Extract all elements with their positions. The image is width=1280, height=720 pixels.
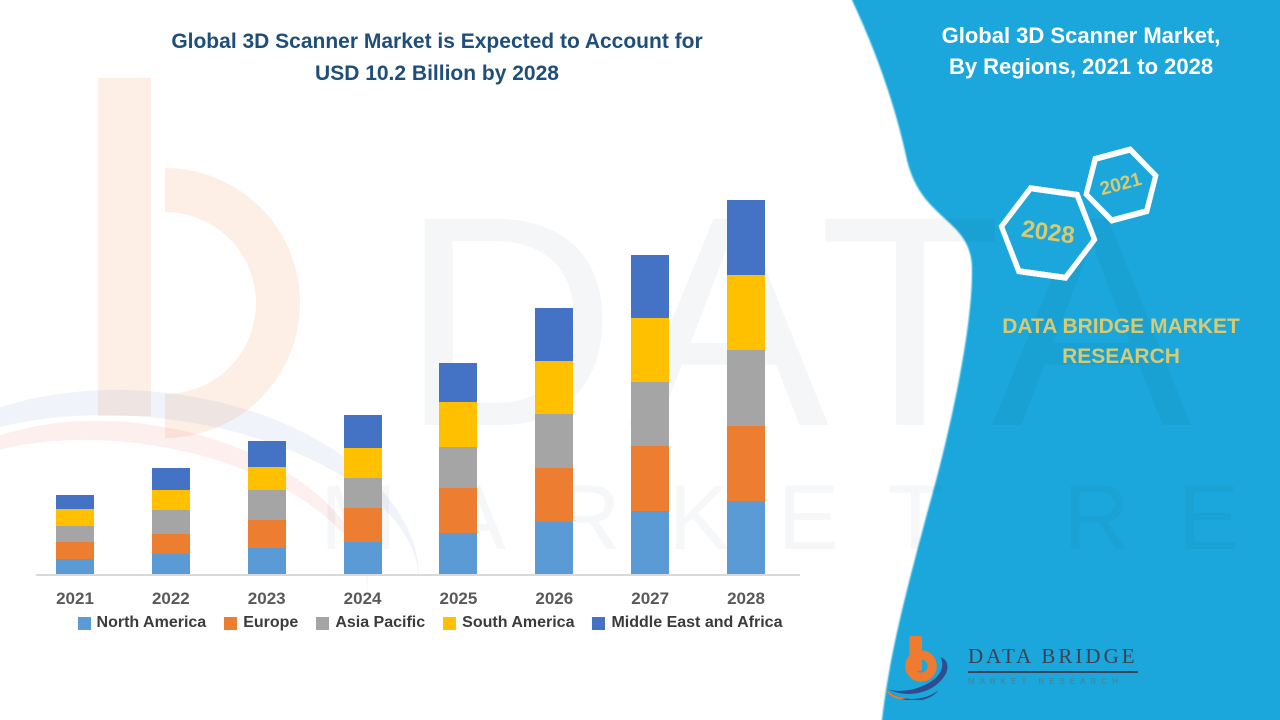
- legend-item-middle-east-and-africa: Middle East and Africa: [592, 614, 782, 632]
- bar-2023-north-america: [247, 547, 286, 574]
- bar-2025-europe: [439, 487, 478, 533]
- legend-swatch: [77, 616, 91, 630]
- legend-swatch: [592, 616, 606, 630]
- legend-item-europe: Europe: [224, 614, 298, 632]
- bar-2026-north-america: [535, 522, 574, 574]
- legend-label: North America: [96, 614, 207, 631]
- bar-2023-middle-east-and-africa: [247, 440, 286, 468]
- bar-2028-europe: [727, 425, 766, 501]
- bar-2023-south-america: [247, 467, 286, 490]
- x-axis-label-2023: 2023: [247, 589, 286, 608]
- chart-legend: North America Europe Asia Pacific South Ame…: [0, 614, 860, 632]
- chart-title-line1: Global 3D Scanner Market is Expected to …: [171, 30, 703, 53]
- bar-2021-asia-pacific: [56, 525, 94, 543]
- legend-item-asia-pacific: Asia Pacific: [316, 614, 425, 632]
- legend-label: Middle East and Africa: [611, 614, 783, 631]
- x-axis-label-2025: 2025: [439, 589, 478, 608]
- bar-2022-middle-east-and-africa: [151, 468, 190, 490]
- legend-label: South America: [462, 614, 575, 631]
- bar-2025-middle-east-and-africa: [439, 362, 478, 402]
- bar-2021-middle-east-and-africa: [56, 494, 94, 510]
- chart-title: Global 3D Scanner Market is Expected to …: [107, 26, 767, 90]
- legend-label: Asia Pacific: [335, 614, 426, 631]
- x-axis-label-2027: 2027: [631, 589, 670, 608]
- bar-2023-europe: [247, 519, 286, 548]
- bar-2021-europe: [56, 542, 94, 559]
- bar-2024-europe: [343, 508, 382, 543]
- bar-2024-north-america: [343, 542, 382, 574]
- bar-2026-europe: [535, 468, 574, 523]
- bar-2021-south-america: [56, 509, 94, 526]
- bar-2022-south-america: [151, 489, 190, 511]
- x-axis-label-2024: 2024: [343, 589, 382, 608]
- bar-2026-middle-east-and-africa: [535, 307, 574, 362]
- bar-2022-north-america: [151, 553, 190, 574]
- bar-2027-europe: [631, 446, 670, 512]
- bar-2027-asia-pacific: [631, 382, 670, 447]
- bar-2024-middle-east-and-africa: [343, 414, 382, 448]
- bar-2023-asia-pacific: [247, 489, 286, 520]
- x-axis-label-2022: 2022: [151, 589, 190, 608]
- bar-2022-asia-pacific: [151, 510, 190, 534]
- bar-2025-asia-pacific: [439, 446, 478, 488]
- bar-2026-south-america: [535, 361, 574, 414]
- legend-item-south-america: South America: [443, 614, 574, 632]
- legend-swatch: [224, 616, 238, 630]
- bar-2028-south-america: [727, 274, 766, 351]
- x-axis-label-2026: 2026: [535, 589, 574, 608]
- x-axis-line: [36, 574, 800, 576]
- legend-item-north-america: North America: [77, 614, 207, 632]
- bar-2022-europe: [151, 533, 190, 554]
- x-axis-label-2028: 2028: [727, 589, 765, 608]
- legend-swatch: [316, 616, 330, 630]
- bar-2021-north-america: [56, 558, 94, 574]
- bar-2025-north-america: [439, 532, 478, 574]
- bar-2028-north-america: [727, 500, 766, 574]
- bar-2028-asia-pacific: [727, 350, 766, 426]
- x-axis-label-2021: 2021: [56, 589, 94, 608]
- bar-2028-middle-east-and-africa: [727, 199, 766, 275]
- chart-title-line2: USD 10.2 Billion by 2028: [315, 62, 559, 85]
- bar-2027-middle-east-and-africa: [631, 255, 670, 318]
- bar-2026-asia-pacific: [535, 413, 574, 469]
- bar-2024-south-america: [343, 447, 382, 478]
- legend-swatch: [443, 616, 457, 630]
- bar-2027-south-america: [631, 317, 670, 383]
- legend-label: Europe: [243, 614, 299, 631]
- bar-2027-north-america: [631, 511, 670, 574]
- bar-2025-south-america: [439, 401, 478, 447]
- bar-2024-asia-pacific: [343, 477, 382, 509]
